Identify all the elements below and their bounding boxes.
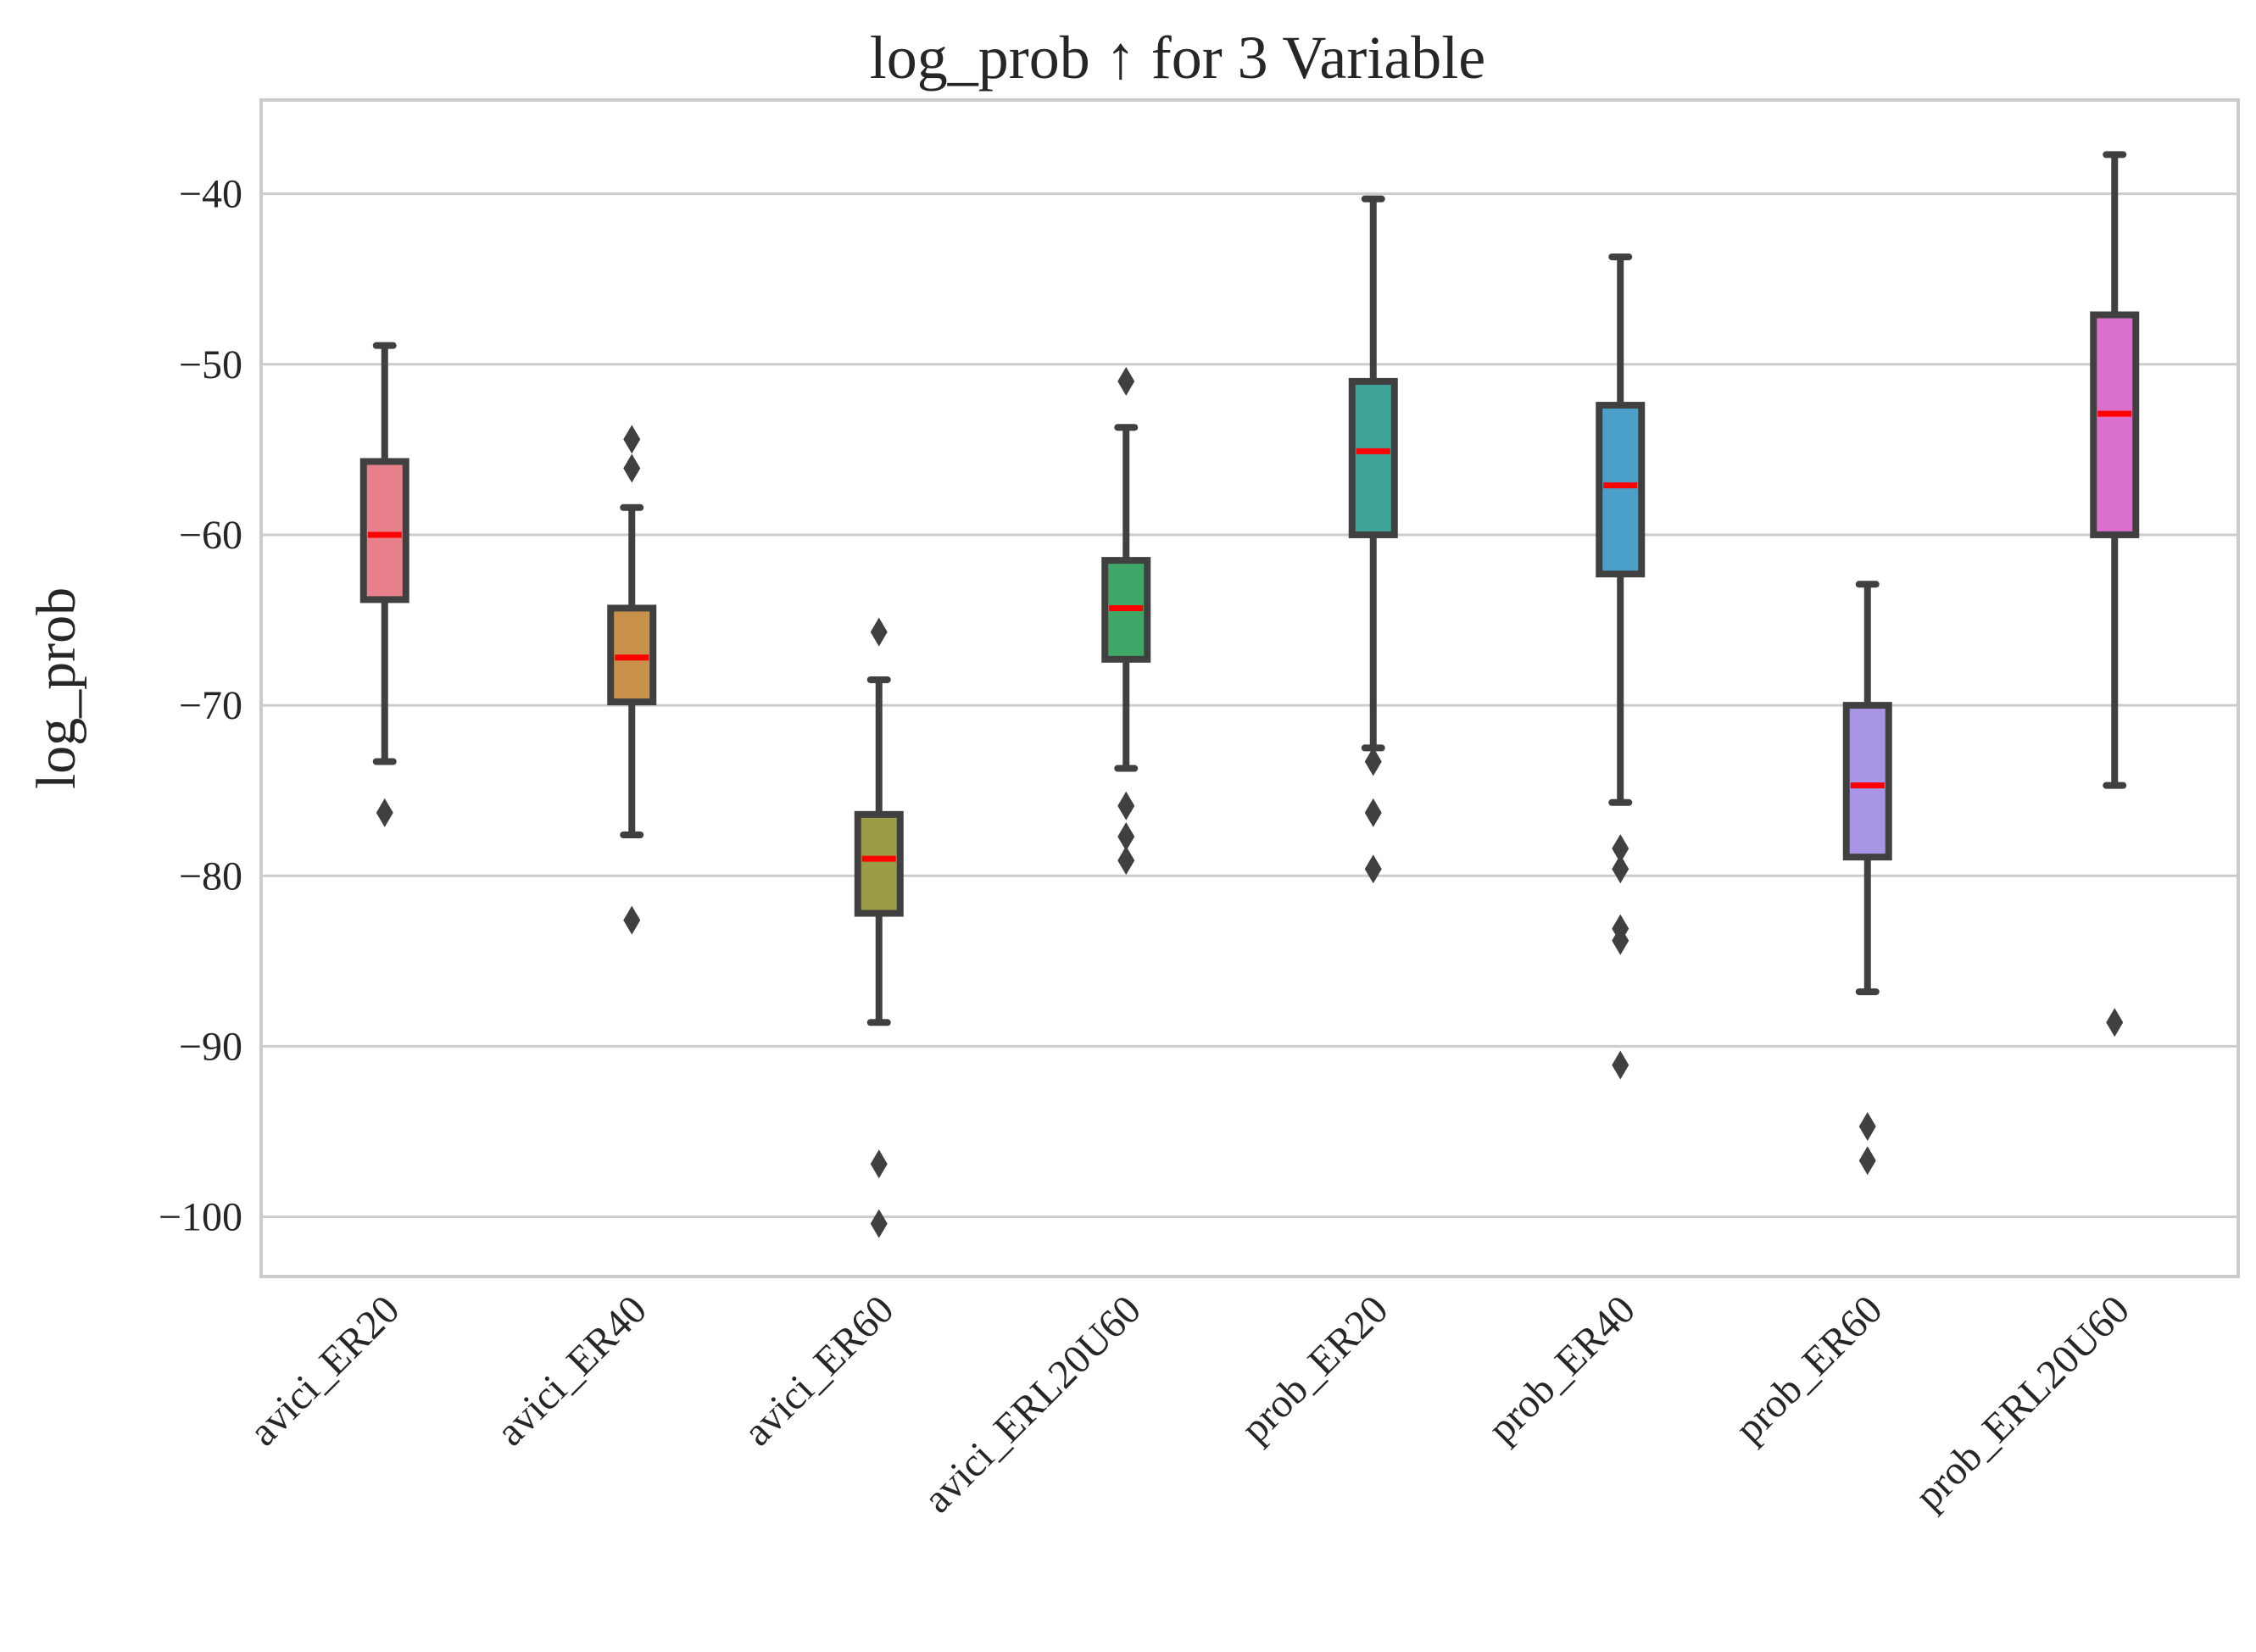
outlier-point [870, 1149, 888, 1179]
box-prob_ER60 [1842, 581, 1892, 1176]
box-avici_ER20 [359, 342, 409, 827]
iqr-box [2090, 311, 2140, 538]
outlier-point [1117, 822, 1135, 852]
y-tick-label: −80 [179, 854, 242, 898]
plot-frame [259, 98, 2240, 1278]
box-avici_ER40 [607, 425, 657, 935]
outlier-point [1612, 854, 1629, 884]
y-tick-labels: −40 −50 −60 −70 −80 −90 −100 [159, 172, 242, 1240]
box-prob_ERL20U60 [2090, 151, 2140, 1037]
y-tick-label: −70 [179, 683, 242, 728]
outlier-point [1117, 791, 1135, 820]
outlier-point [1612, 834, 1629, 864]
outlier-point [870, 1209, 888, 1238]
y-tick-label: −60 [179, 513, 242, 558]
chart-title: log_prob ↑ for 3 Variable [870, 24, 1486, 92]
outlier-point [1364, 798, 1382, 827]
outlier-point [1364, 747, 1382, 776]
y-tick-label: −40 [179, 172, 242, 217]
box-avici_ER60 [854, 617, 904, 1238]
outlier-point [376, 798, 393, 827]
outlier-point [623, 453, 641, 483]
y-tick-label: −100 [159, 1195, 242, 1240]
iqr-box [359, 458, 409, 604]
outlier-point [1612, 1050, 1629, 1080]
iqr-box [1596, 402, 1646, 578]
boxes [359, 151, 2140, 1238]
outlier-point [1858, 1111, 1876, 1141]
outlier-point [1117, 366, 1135, 396]
box-prob_ER20 [1348, 195, 1398, 884]
box-avici_ERL20U60 [1101, 366, 1151, 876]
outlier-point [1364, 854, 1382, 884]
outlier-point [623, 425, 641, 454]
outlier-point [1858, 1146, 1876, 1176]
outlier-point [870, 617, 888, 647]
y-tick-label: −50 [179, 342, 242, 387]
y-axis-label: log_prob [25, 587, 87, 789]
iqr-box [1842, 702, 1892, 861]
outlier-point [2106, 1008, 2124, 1037]
outlier-point [1117, 846, 1135, 876]
iqr-box [1348, 377, 1398, 538]
box-prob_ER40 [1596, 253, 1646, 1080]
y-tick-label: −90 [179, 1024, 242, 1069]
outlier-point [1612, 926, 1629, 955]
gridlines [261, 192, 2238, 1219]
outlier-point [623, 905, 641, 935]
iqr-box [854, 810, 904, 917]
